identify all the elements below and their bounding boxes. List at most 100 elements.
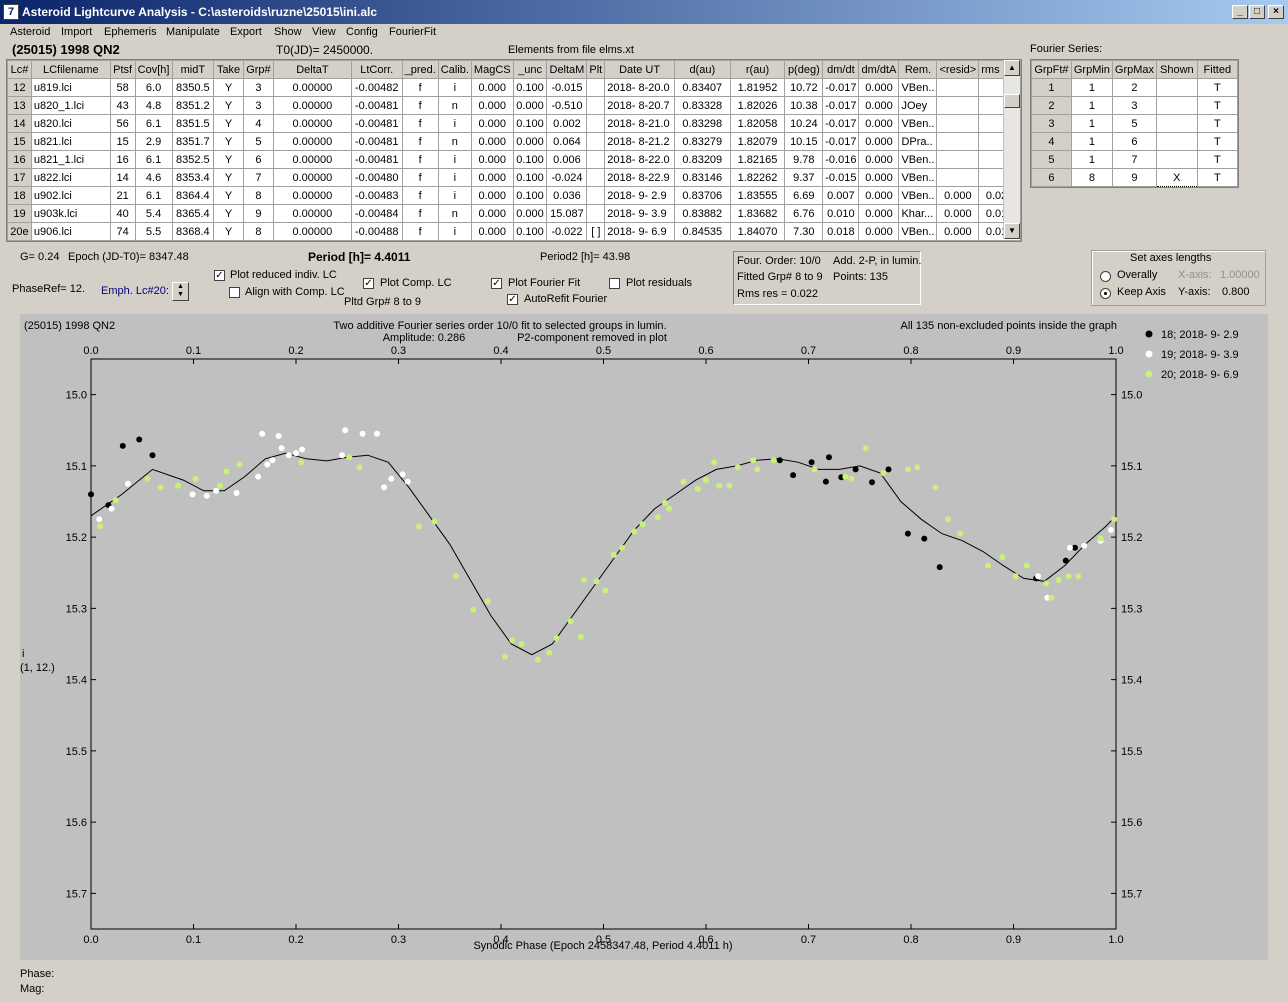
lc-cell[interactable]: 2018- 9- 3.9 (604, 204, 675, 223)
lc-cell[interactable]: Y (213, 96, 244, 115)
lc-header[interactable]: _pred. (401, 60, 439, 79)
fourier-cell[interactable] (1156, 132, 1198, 151)
lc-cell[interactable]: -0.510 (546, 96, 588, 115)
lc-header[interactable]: Rem. (898, 60, 938, 79)
plot-residuals-checkbox[interactable] (609, 278, 620, 289)
lc-cell[interactable]: 10.24 (784, 114, 824, 133)
lc-row[interactable]: 18 u902.lci 21 6.1 8364.4 Y 8 0.00000 -0.00483 f i… (7, 186, 1021, 205)
fourier-cell[interactable]: X (1156, 168, 1198, 187)
lc-header[interactable]: Grp# (242, 60, 274, 79)
lc-row[interactable]: 14 u820.lci 56 6.1 8351.5 Y 4 0.00000 -0.00481 f i… (7, 114, 1021, 133)
lc-header[interactable]: DeltaM (546, 60, 588, 79)
lc-cell[interactable]: 8368.4 (171, 222, 215, 241)
lc-cell[interactable]: 1.84070 (729, 222, 786, 241)
lc-cell[interactable]: 0.000 (470, 96, 514, 115)
lc-cell[interactable]: VBen.. (898, 78, 938, 97)
lc-cell[interactable]: n (437, 204, 472, 223)
lc-cell[interactable]: f (401, 186, 439, 205)
lightcurve-grid[interactable]: Lc# LCfilename Ptsf Cov[h] midT Take Grp# Delta… (7, 60, 1021, 241)
lc-header[interactable]: Take (213, 60, 244, 79)
lc-cell[interactable]: 0.000 (858, 78, 900, 97)
lc-cell[interactable]: DPra.. (898, 132, 938, 151)
lc-cell[interactable]: n (437, 96, 472, 115)
lc-cell[interactable]: u902.lci (30, 186, 111, 205)
lc-cell[interactable]: 8353.4 (171, 168, 215, 187)
lc-cell[interactable]: VBen.. (898, 168, 938, 187)
fourier-header[interactable]: Shown (1156, 60, 1198, 79)
lc-cell[interactable]: 0.83882 (673, 204, 731, 223)
fourier-cell[interactable]: 3 (1111, 96, 1158, 115)
lc-header[interactable]: LtCorr. (350, 60, 403, 79)
lc-cell[interactable]: 0.100 (512, 186, 548, 205)
lc-cell[interactable]: 2018- 9- 2.9 (604, 186, 675, 205)
lc-row[interactable]: 20e u906.lci 74 5.5 8368.4 Y 8 0.00000 -0.00488 f… (7, 222, 1021, 241)
plot-fourier-checkbox[interactable]: ✓ (491, 278, 502, 289)
fourier-header[interactable]: GrpMax (1111, 60, 1158, 79)
menu-fourierfit[interactable]: FourierFit (389, 26, 437, 38)
fourier-row-header[interactable]: 5 (1031, 150, 1072, 169)
lc-cell[interactable]: 8350.5 (171, 78, 215, 97)
lc-cell[interactable]: 1.82262 (729, 168, 786, 187)
align-comp-checkbox[interactable] (229, 287, 240, 298)
lc-cell[interactable]: 9 (242, 204, 274, 223)
lc-cell[interactable]: 3 (242, 96, 274, 115)
lc-cell[interactable]: -0.017 (822, 96, 860, 115)
lc-cell[interactable]: VBen.. (898, 150, 938, 169)
fourier-cell[interactable]: 1 (1070, 78, 1113, 97)
lc-cell[interactable]: 6.69 (784, 186, 824, 205)
scroll-up-button[interactable]: ▲ (1004, 60, 1020, 76)
lc-cell[interactable]: 21 (109, 186, 136, 205)
lc-cell[interactable]: f (401, 78, 439, 97)
lc-cell[interactable] (936, 96, 980, 115)
lc-cell[interactable]: Khar... (898, 204, 938, 223)
lc-cell[interactable]: -0.017 (822, 78, 860, 97)
lc-cell[interactable]: 1.83682 (729, 204, 786, 223)
lc-cell[interactable]: -0.00484 (350, 204, 403, 223)
lc-header[interactable]: Calib. (437, 60, 472, 79)
fourier-row-header[interactable]: 3 (1031, 114, 1072, 133)
fourier-cell[interactable] (1156, 150, 1198, 169)
menu-asteroid[interactable]: Asteroid (10, 26, 51, 38)
lc-cell[interactable]: 0.000 (936, 186, 980, 205)
scroll-down-button[interactable]: ▼ (1004, 223, 1020, 239)
lightcurve-table-scrollbar[interactable]: ▲ ▼ (1003, 60, 1020, 239)
fourier-cell[interactable]: 6 (1111, 132, 1158, 151)
fourier-row-header[interactable]: 4 (1031, 132, 1072, 151)
fourier-cell[interactable] (1156, 78, 1198, 97)
lc-header[interactable]: MagCS (470, 60, 514, 79)
lc-header[interactable]: r(au) (729, 60, 786, 79)
fourier-row-header[interactable]: 6 (1031, 168, 1072, 187)
lc-cell[interactable]: i (437, 150, 472, 169)
lc-cell[interactable]: 0.83407 (673, 78, 731, 97)
lc-cell[interactable]: 0.83279 (673, 132, 731, 151)
lightcurve-plot[interactable]: (25015) 1998 QN2 Two additive Fourier se… (20, 314, 1268, 960)
lc-cell[interactable]: 0.83298 (673, 114, 731, 133)
lc-cell[interactable]: 0.002 (546, 114, 588, 133)
lc-cell[interactable]: i (437, 114, 472, 133)
lc-cell[interactable]: f (401, 132, 439, 151)
lc-cell[interactable]: 0.036 (546, 186, 588, 205)
lc-cell[interactable]: f (401, 168, 439, 187)
fourier-cell[interactable]: 1 (1070, 114, 1113, 133)
lc-cell[interactable]: 2018- 8-22.0 (604, 150, 675, 169)
fourier-cell[interactable]: 9 (1111, 168, 1158, 187)
lc-cell[interactable]: f (401, 150, 439, 169)
lc-cell[interactable]: 6.76 (784, 204, 824, 223)
lc-cell[interactable]: 6.1 (134, 114, 173, 133)
lc-cell[interactable]: 0.00000 (272, 96, 352, 115)
lc-cell[interactable]: 0.000 (470, 168, 514, 187)
menu-export[interactable]: Export (230, 26, 262, 38)
lc-row[interactable]: 16 u821_1.lci 16 6.1 8352.5 Y 6 0.00000 -0.00481… (7, 150, 1021, 169)
lc-cell[interactable]: 2018- 9- 6.9 (604, 222, 675, 241)
fourier-cell[interactable]: 1 (1070, 150, 1113, 169)
lc-cell[interactable] (936, 132, 980, 151)
lc-cell[interactable]: 0.00000 (272, 168, 352, 187)
lc-row[interactable]: 19 u903k.lci 40 5.4 8365.4 Y 9 0.00000 -0.00484 f… (7, 204, 1021, 223)
lc-cell[interactable]: 43 (109, 96, 136, 115)
